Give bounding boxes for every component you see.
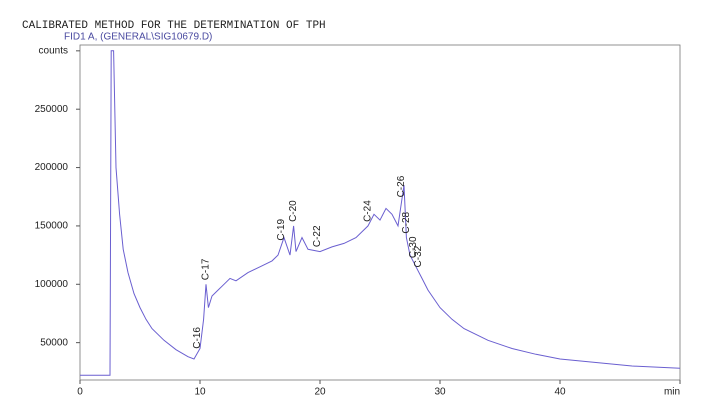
y-tick-label: 200000 bbox=[35, 162, 69, 173]
x-tick-label: 30 bbox=[434, 387, 446, 398]
x-tick-label: 40 bbox=[554, 387, 566, 398]
x-tick-label: min bbox=[664, 387, 680, 398]
y-tick-label: 100000 bbox=[35, 279, 69, 290]
peak-label: C-20 bbox=[288, 200, 299, 222]
peak-label: C-24 bbox=[363, 200, 374, 222]
plot-frame bbox=[79, 44, 681, 381]
y-tick-label: 50000 bbox=[40, 337, 68, 348]
x-tick-label: 0 bbox=[77, 387, 83, 398]
y-tick-label: counts bbox=[39, 45, 68, 56]
y-tick-label: 150000 bbox=[35, 221, 69, 232]
chart-subtitle: FID1 A, (GENERAL\SIG10679.D) bbox=[64, 32, 212, 43]
y-tick-label: 250000 bbox=[35, 104, 69, 115]
peak-label: C-22 bbox=[312, 225, 323, 247]
peak-label: C-32 bbox=[413, 245, 424, 267]
chart-title: CALIBRATED METHOD FOR THE DETERMINATION … bbox=[22, 20, 326, 32]
signal-line bbox=[80, 50, 681, 376]
x-tick-label: 20 bbox=[314, 387, 326, 398]
peak-label: C-17 bbox=[201, 258, 212, 280]
peak-label: C-28 bbox=[401, 211, 412, 233]
peak-label: C-30 bbox=[408, 236, 419, 258]
peak-label: C-16 bbox=[192, 327, 203, 349]
peak-label: C-26 bbox=[396, 175, 407, 197]
peak-label: C-19 bbox=[276, 218, 287, 240]
x-tick-label: 10 bbox=[194, 387, 206, 398]
